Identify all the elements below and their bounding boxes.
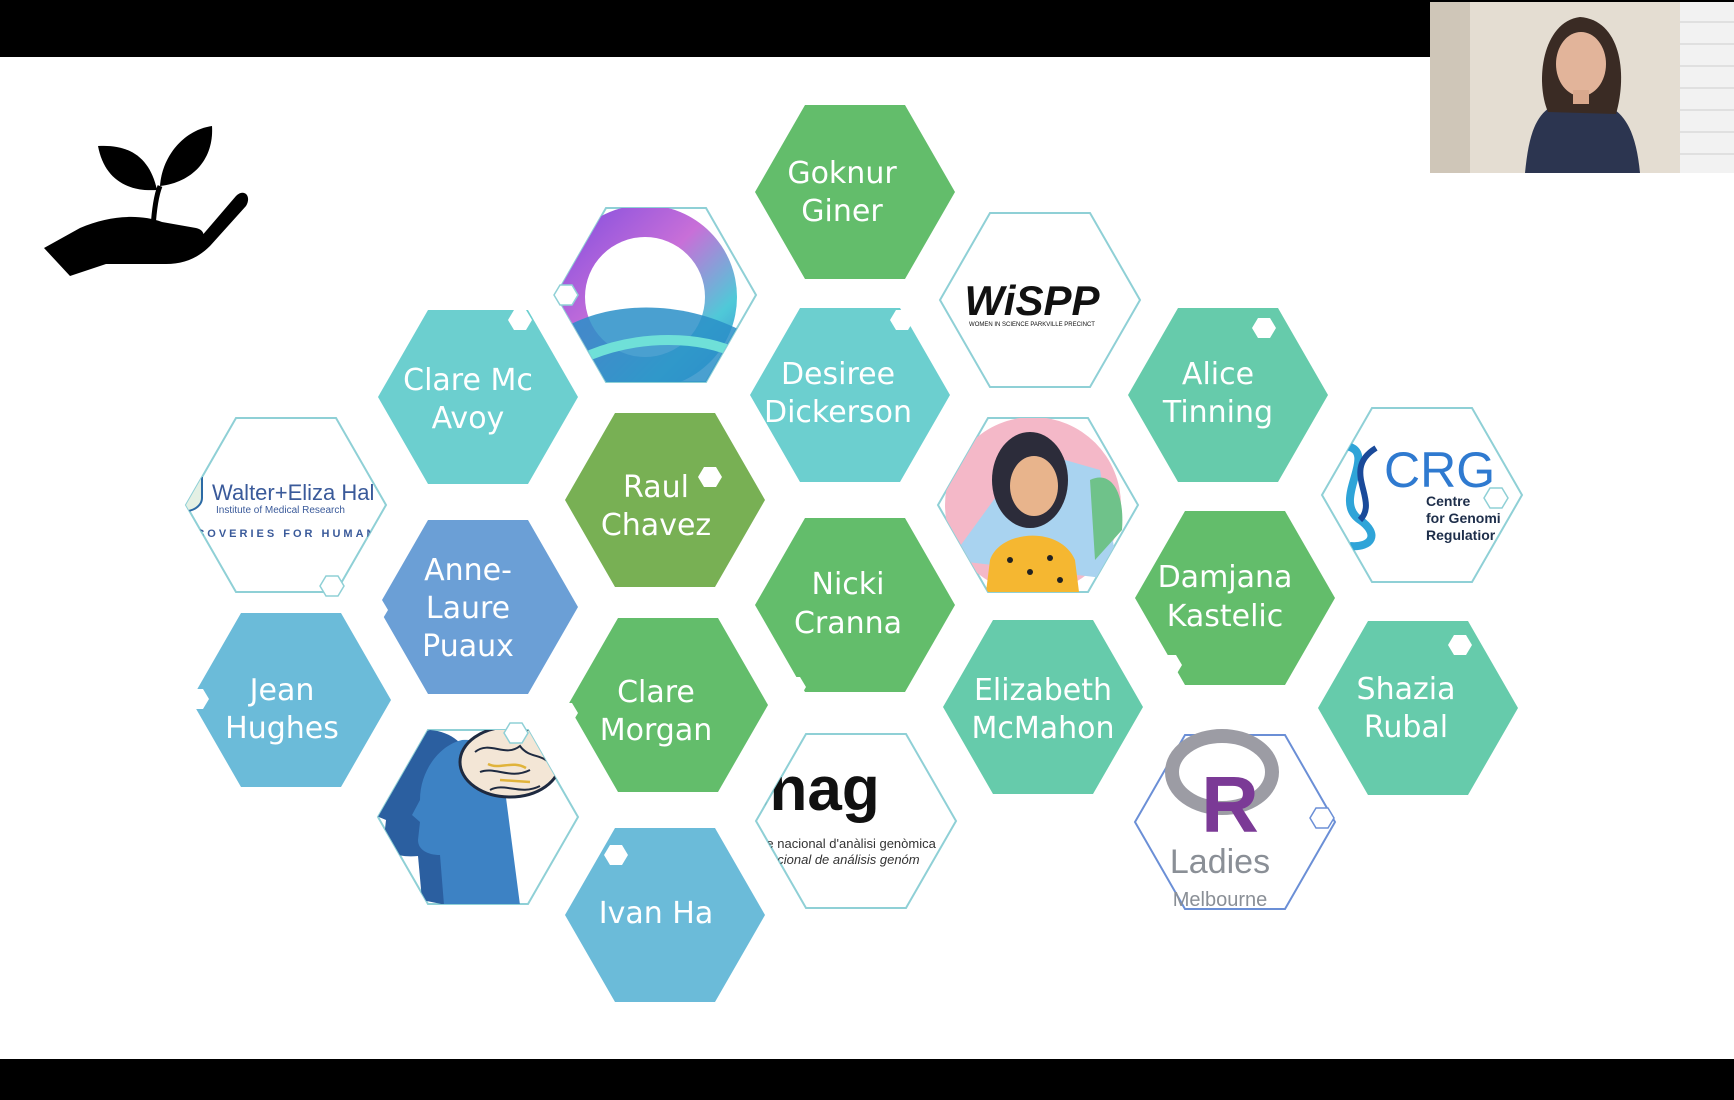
person-name-line: Puaux: [422, 629, 514, 664]
person-name-line: Elizabeth: [974, 673, 1112, 708]
person-hex-anne-laure-puaux: Anne- Laure Puaux: [364, 520, 578, 694]
person-hex-desiree-dickerson: Desiree Dickerson: [750, 308, 950, 482]
small-hex-marker: [185, 689, 209, 709]
small-hex-marker: [319, 575, 345, 597]
person-name-line: Desiree: [781, 357, 895, 392]
person-hex-damjana-kastelic: Damjana Kastelic: [1135, 511, 1335, 685]
wehi-title: Walter+Eliza Hal: [212, 480, 374, 505]
small-hex-marker: [1448, 635, 1472, 655]
rladies-ring-icon: [1165, 729, 1279, 815]
crg-line: for Genomi: [1426, 510, 1501, 526]
person-name-line: Damjana: [1158, 560, 1293, 595]
person-name-line: Jean: [248, 673, 315, 708]
person-name-line: Laure: [426, 591, 510, 626]
cnag-line: tro nacional de análisis genóm: [744, 852, 920, 867]
abstract-swirl-logo: [556, 208, 743, 382]
person-name-line: Chavez: [601, 508, 711, 543]
small-hex-marker: [554, 703, 578, 723]
small-hex-marker: [1309, 807, 1335, 829]
person-hex-alice-tinning: Alice Tinning: [1128, 308, 1328, 482]
person-name-line: McMahon: [971, 711, 1114, 746]
brain-head-hex: [376, 722, 580, 905]
person-hex-goknur-giner: Goknur Giner: [755, 105, 955, 285]
person-name-line: Ivan Ha: [599, 896, 713, 931]
person-name-line: Shazia: [1357, 672, 1456, 707]
person-name-line: Alice: [1182, 357, 1254, 392]
woman-illustration: [945, 418, 1123, 592]
wispp-logo-hex: WiSPP WOMEN IN SCIENCE PARKVILLE PRECINC…: [938, 212, 1142, 388]
small-hex-marker: [698, 467, 722, 487]
crg-line: Regulatior: [1426, 527, 1496, 543]
person-hex-clare-mc-avoy: Clare Mc Avoy: [378, 310, 578, 484]
plant-in-hand-icon: [44, 126, 249, 276]
abstract-swirl-logo-hex: [553, 207, 758, 383]
person-name-line: Clare: [617, 675, 695, 710]
wehi-logo-hex: 1 LUX Walter+Eliza Hal Institute of Medi…: [179, 417, 393, 597]
person-name-line: Kastelic: [1167, 599, 1284, 634]
presenter-video-frame: [1430, 2, 1734, 173]
small-hex-marker: [364, 600, 388, 620]
small-hex-marker: [508, 310, 532, 330]
presenter-video-thumbnail[interactable]: [1430, 2, 1734, 173]
cnag-line: entre nacional d'anàlisi genòmica: [744, 836, 937, 851]
person-hex-ivan-ha: Ivan Ha: [565, 828, 765, 1002]
cnag-title: cnag: [735, 755, 880, 824]
rladies-letter: R: [1201, 760, 1259, 849]
person-name-line: Raul: [623, 470, 689, 505]
small-hex-marker: [774, 265, 798, 285]
person-hex-shazia-rubal: Shazia Rubal: [1318, 621, 1518, 795]
bottom-black-bar: [0, 1059, 1734, 1100]
person-name-line: Goknur: [787, 156, 897, 191]
rladies-title: Ladies: [1170, 843, 1270, 881]
person-hex-nicki-cranna: Nicki Cranna: [755, 518, 955, 697]
presenter-torso: [1525, 98, 1640, 173]
person-name-line: Rubal: [1364, 710, 1448, 745]
woman-illustration-hex: [936, 417, 1140, 593]
person-name-line: Hughes: [225, 711, 339, 746]
crg-logo-hex: CRG Centre for Genomi Regulatior: [1320, 407, 1524, 583]
person-name-line: Avoy: [432, 401, 505, 436]
wehi-tagline: SCOVERIES FOR HUMANIT: [186, 528, 393, 540]
wispp-logo-title: WiSPP: [965, 277, 1101, 324]
crg-helix-icon: [1344, 442, 1376, 551]
person-hex-raul-chavez: Raul Chavez: [565, 413, 765, 587]
wispp-logo-subtitle: WOMEN IN SCIENCE PARKVILLE PRECINCT: [969, 322, 1095, 328]
person-name-line: Anne-: [424, 553, 512, 588]
rladies-subtitle: Melbourne: [1173, 889, 1268, 911]
person-name-line: Dickerson: [764, 395, 912, 430]
person-name-line: Tinning: [1162, 395, 1273, 430]
person-hex-elizabeth-mcmahon: Elizabeth McMahon: [943, 620, 1143, 794]
small-hex-marker: [1483, 487, 1509, 509]
small-hex-marker: [1158, 655, 1182, 675]
person-name-line: Giner: [801, 194, 883, 229]
person-name-line: Clare Mc: [403, 363, 533, 398]
small-hex-marker: [553, 284, 579, 306]
small-hex-marker: [782, 677, 806, 697]
wehi-subtitle: Institute of Medical Research: [216, 505, 345, 516]
small-hex-marker: [890, 310, 914, 330]
rladies-logo-hex: R Ladies Melbourne: [1133, 729, 1337, 911]
person-name-line: Morgan: [600, 713, 713, 748]
wehi-badge: 1 LUX: [179, 480, 196, 486]
person-hex-clare-morgan: Clare Morgan: [554, 618, 768, 792]
person-name-line: Cranna: [794, 606, 902, 641]
person-name-line: Nicki: [812, 567, 885, 602]
crg-title: CRG: [1384, 442, 1495, 498]
cnag-logo-hex: cnag entre nacional d'anàlisi genòmica t…: [735, 733, 958, 909]
small-hex-marker: [604, 845, 628, 865]
presenter-face: [1556, 32, 1606, 96]
small-hex-marker: [503, 722, 529, 744]
crg-line: Centre: [1426, 493, 1471, 509]
person-hex-jean-hughes: Jean Hughes: [185, 613, 391, 787]
small-hex-marker: [1252, 318, 1276, 338]
